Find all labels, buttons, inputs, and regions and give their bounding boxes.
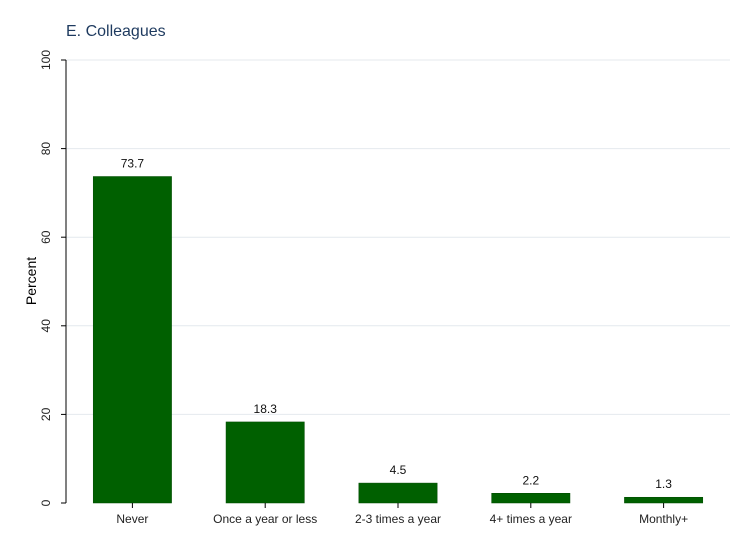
- y-tick-label: 40: [39, 319, 53, 333]
- bar: [491, 493, 571, 504]
- y-tick-label: 100: [39, 50, 53, 70]
- chart-title: E. Colleagues: [66, 23, 166, 40]
- bar: [358, 482, 438, 504]
- bar-value-label: 73.7: [121, 157, 145, 171]
- y-tick-label: 80: [39, 142, 53, 156]
- x-ticks: Never Once a year or less 2-3 times a year…: [116, 503, 688, 526]
- x-tick-label: Never: [116, 512, 148, 526]
- bar-value-label: 18.3: [254, 402, 278, 416]
- x-tick-label: Monthly+: [639, 512, 688, 526]
- y-axis-label: Percent: [23, 257, 39, 305]
- x-tick-label: Once a year or less: [213, 512, 317, 526]
- data-labels: 73.7 18.3 4.5 2.2 1.3: [121, 157, 673, 492]
- bar-value-label: 1.3: [655, 477, 672, 491]
- bar: [225, 421, 305, 504]
- y-tick-label: 20: [39, 407, 53, 421]
- x-tick-label: 4+ times a year: [490, 512, 572, 526]
- bars: [92, 176, 704, 504]
- bar: [92, 176, 172, 504]
- gridlines: [66, 59, 730, 415]
- bar-value-label: 2.2: [522, 473, 539, 487]
- x-tick-label: 2-3 times a year: [355, 512, 441, 526]
- y-tick-label: 60: [39, 230, 53, 244]
- y-ticks: 0 20 40 60 80 100: [39, 50, 66, 506]
- bar-value-label: 4.5: [390, 463, 407, 477]
- bar: [624, 496, 704, 504]
- y-tick-label: 0: [39, 499, 53, 506]
